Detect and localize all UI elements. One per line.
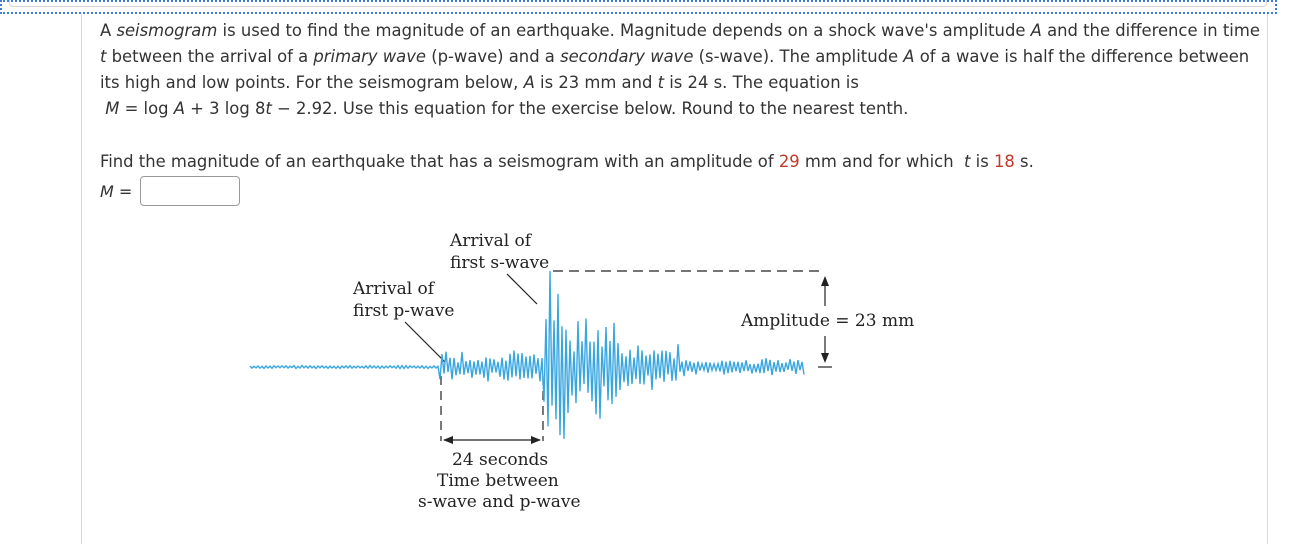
- seismogram-figure: Arrival of first s-wave Arrival of first…: [240, 226, 930, 520]
- question-text: Find the magnitude of an earthquake that…: [100, 152, 1034, 171]
- swave-pointer: [506, 273, 538, 305]
- time-label-line2: Time between: [437, 471, 559, 491]
- time-value: 18: [993, 152, 1015, 171]
- term-seismogram: seismogram: [116, 21, 218, 40]
- amplitude-arrowhead-down: [821, 353, 829, 363]
- time-label-line1: 24 seconds: [452, 450, 548, 470]
- amplitude-label: Amplitude = 23 mm: [740, 311, 914, 331]
- time-label-line3: s-wave and p-wave: [418, 492, 581, 512]
- seismic-wave-trace: [249, 270, 805, 439]
- term-primary-wave: primary wave: [313, 47, 426, 66]
- time-arrowhead-left: [443, 436, 453, 444]
- magnitude-equation: M = log A + 3 log 8t − 2.92.: [105, 99, 338, 118]
- magnitude-answer-input[interactable]: [140, 176, 241, 206]
- swave-label-line2: first s-wave: [450, 253, 549, 273]
- seismogram-diagram: Arrival of first s-wave Arrival of first…: [249, 231, 914, 512]
- question-panel: [81, 14, 1268, 544]
- problem-intro: A seismogram is used to find the magnitu…: [100, 21, 1260, 118]
- top-frame: [9, 0, 1267, 7]
- swave-label-line1: Arrival of: [449, 231, 533, 251]
- focus-outline: [0, 0, 1277, 14]
- answer-label: M =: [100, 181, 133, 201]
- answer-row: M =: [100, 176, 241, 206]
- amplitude-value: 29: [778, 152, 800, 171]
- amplitude-arrowhead-up: [821, 276, 829, 286]
- pwave-pointer: [404, 321, 446, 363]
- pwave-label-line2: first p-wave: [353, 301, 454, 321]
- term-secondary-wave: secondary wave: [560, 47, 694, 66]
- pwave-label-line1: Arrival of: [352, 279, 436, 299]
- time-arrowhead-right: [531, 436, 541, 444]
